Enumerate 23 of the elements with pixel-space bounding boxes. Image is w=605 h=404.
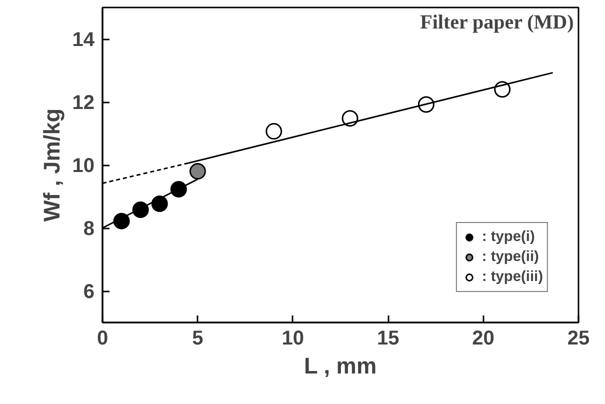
y-tick-label: 6 — [83, 281, 94, 303]
point — [151, 196, 168, 212]
point — [266, 123, 282, 140]
point — [170, 181, 187, 198]
x-tick-label: 0 — [96, 328, 108, 350]
point — [113, 212, 130, 230]
point — [342, 110, 358, 127]
y-tick-label: 10 — [72, 155, 95, 177]
y-tick-label: 14 — [72, 29, 96, 51]
chart-title: Filter paper (MD) — [420, 12, 574, 34]
x-tick-label: 5 — [192, 328, 204, 350]
legend-label: : type(ii) — [482, 249, 539, 265]
point — [189, 163, 206, 180]
legend-label: : type(iii) — [482, 269, 543, 285]
x-axis-title: L , mm — [304, 352, 377, 378]
x-tick-label: 10 — [282, 328, 304, 350]
legend-label: : type(i) — [482, 229, 535, 245]
y-axis-title: Wf , Jm/kg — [38, 108, 64, 222]
x-tick-label: 25 — [567, 328, 590, 350]
y-tick-label: 8 — [83, 218, 94, 240]
x-tick-label: 15 — [376, 328, 400, 350]
y-tick-label: 12 — [72, 92, 95, 114]
x-tick-label: 20 — [472, 328, 494, 350]
